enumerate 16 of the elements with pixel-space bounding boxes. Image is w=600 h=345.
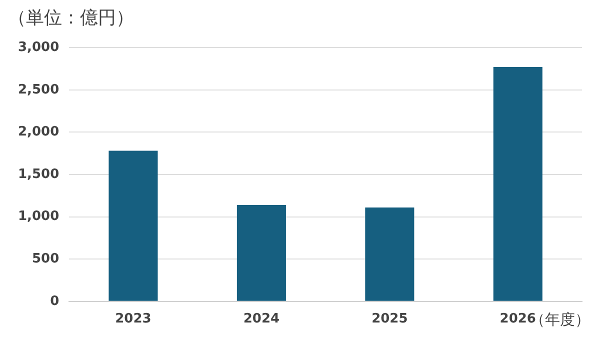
y-tick-label: 1,500 [18, 166, 60, 182]
x-tick-label: 2024 [243, 312, 280, 327]
x-tick-label: 2023 [115, 312, 152, 327]
chart-title: （単位：億円） [8, 7, 134, 28]
y-tick-label: 500 [32, 251, 60, 266]
x-tick-label: 2025 [372, 312, 408, 327]
y-tick-label: 3,000 [18, 40, 60, 55]
y-tick-label: 1,000 [18, 209, 60, 224]
y-tick-label: 2,000 [18, 124, 60, 140]
x-tick-label: 2026 [500, 312, 536, 327]
bar [236, 204, 286, 301]
bar [365, 207, 414, 301]
y-tick-label: 2,500 [18, 82, 60, 98]
bar [493, 67, 542, 301]
y-tick-label: 0 [50, 294, 60, 309]
bar [108, 150, 158, 301]
